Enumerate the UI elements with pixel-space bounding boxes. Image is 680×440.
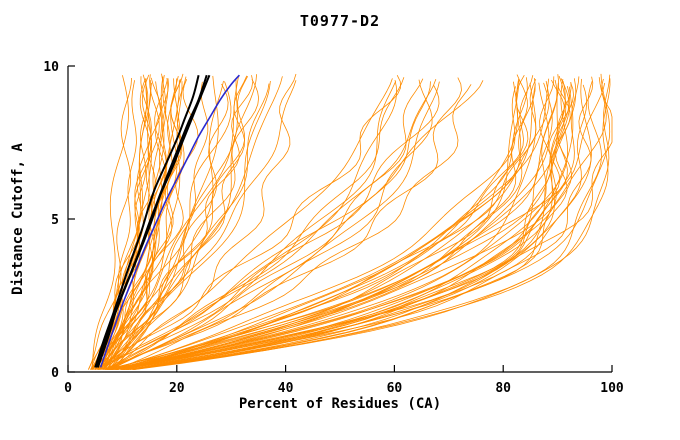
svg-text:0: 0 (64, 381, 72, 396)
svg-text:20: 20 (169, 381, 185, 396)
svg-text:100: 100 (600, 381, 624, 396)
svg-text:5: 5 (51, 213, 59, 228)
svg-text:0: 0 (51, 366, 59, 381)
svg-text:40: 40 (278, 381, 294, 396)
y-axis-label: Distance Cutoff, A (10, 143, 26, 295)
x-axis-label: Percent of Residues (CA) (238, 396, 442, 412)
svg-text:60: 60 (387, 381, 403, 396)
svg-text:80: 80 (495, 381, 511, 396)
chart-title: T0977-D2 (299, 12, 381, 30)
svg-text:10: 10 (43, 60, 59, 75)
